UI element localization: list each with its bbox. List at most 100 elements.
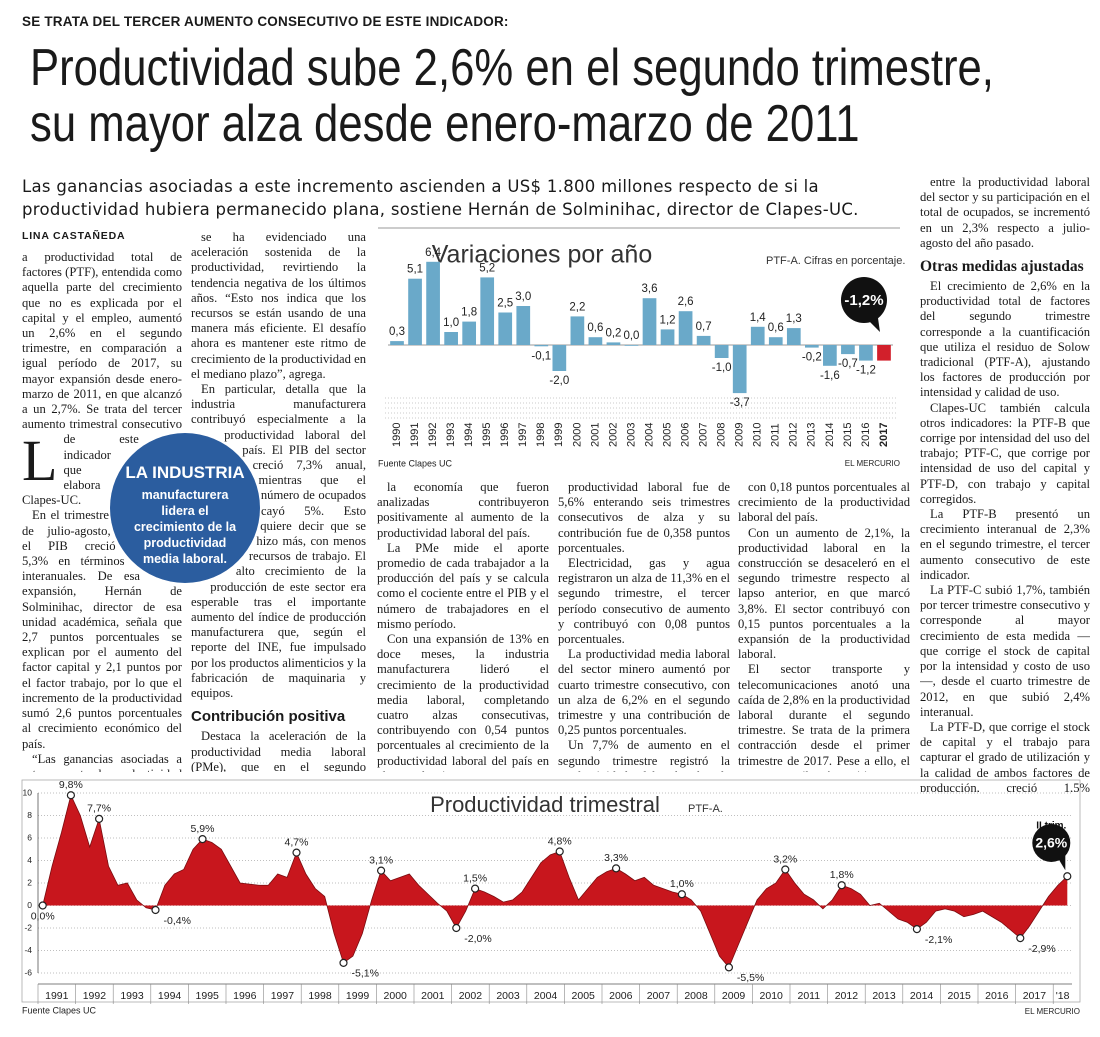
bar xyxy=(877,345,891,361)
x-tick-label: 2015 xyxy=(842,423,854,447)
point-marker xyxy=(38,901,47,910)
x-tick-label: 2001 xyxy=(589,423,601,447)
x-tick-label: 1998 xyxy=(308,990,332,1002)
point-marker xyxy=(452,923,461,933)
x-tick-label: 1993 xyxy=(120,990,144,1002)
x-tick-label: 2001 xyxy=(421,990,445,1002)
value-label: -1,2 xyxy=(856,365,876,377)
paragraph: con 0,18 puntos porcentuales al crecimie… xyxy=(738,480,910,525)
y-tick-label: -6 xyxy=(24,967,32,977)
value-label: -2,0% xyxy=(464,933,491,945)
bar xyxy=(408,278,422,345)
x-tick-label: 1997 xyxy=(271,990,295,1002)
bar xyxy=(552,345,567,371)
x-tick-label: 2011 xyxy=(770,423,782,447)
x-tick-label: 2009 xyxy=(722,990,746,1002)
value-label: 1,8 xyxy=(461,307,477,319)
subheading: Contribución positiva xyxy=(191,708,346,726)
point-marker xyxy=(912,925,922,934)
y-tick-label: 8 xyxy=(27,810,32,820)
x-tick-label: 2013 xyxy=(872,990,896,1002)
x-tick-label: 2009 xyxy=(734,423,746,447)
x-tick-label: 2008 xyxy=(684,990,708,1002)
x-tick-label: 1997 xyxy=(517,423,529,447)
value-label: -3,7 xyxy=(730,397,750,409)
paragraph: la economía que fueron analizadas contri… xyxy=(377,480,549,540)
y-tick-label: -4 xyxy=(24,945,32,955)
value-label: 0,2 xyxy=(605,327,621,339)
bar xyxy=(588,337,603,345)
subheading: Otras medidas ajustadas xyxy=(920,258,1084,276)
x-tick-label: 1999 xyxy=(346,990,370,1002)
x-tick-label: 2013 xyxy=(806,423,818,447)
y-tick-label: 6 xyxy=(27,832,32,842)
x-tick-label: 2016 xyxy=(860,423,872,447)
x-tick-label: 2017 xyxy=(878,423,890,447)
column: La productividad total de factores (PTF)… xyxy=(22,250,182,772)
value-label: 2,2 xyxy=(569,301,585,313)
annotation: II trim. xyxy=(1036,821,1066,832)
paragraph: La productividad media laboral del secto… xyxy=(558,647,730,738)
line xyxy=(42,794,1068,969)
y-tick-label: 4 xyxy=(27,855,32,865)
value-label: 0,0% xyxy=(31,910,55,922)
x-tick-label: 2004 xyxy=(534,990,558,1002)
value-label: 4,7% xyxy=(285,836,309,848)
area xyxy=(42,795,1068,968)
bar xyxy=(426,261,440,345)
bar xyxy=(823,345,837,366)
value-label: -2,0 xyxy=(549,375,569,387)
bar xyxy=(768,337,783,345)
x-tick-label: 1999 xyxy=(553,423,565,447)
x-tick-label: 1994 xyxy=(463,423,475,447)
value-label: -2,9% xyxy=(1028,943,1055,955)
x-tick-label: 2015 xyxy=(948,990,972,1002)
paragraph: El crecimiento de 2,6% en la productivid… xyxy=(920,279,1090,400)
value-label: 2,6% xyxy=(1035,835,1067,851)
value-label: 1,0% xyxy=(670,878,694,890)
bar xyxy=(786,328,801,345)
column: la economía que fueron analizadas contri… xyxy=(377,480,549,772)
bar xyxy=(678,311,693,345)
x-tick-label: 2014 xyxy=(824,423,836,447)
bar xyxy=(859,345,873,361)
value-label: 1,4 xyxy=(750,312,767,324)
paragraph: entre la productividad laboral del secto… xyxy=(920,175,1090,250)
paragraph: Con un aumento de 2,1%, la productividad… xyxy=(738,525,910,662)
value-label: 3,1% xyxy=(369,854,393,866)
value-label: -1,0 xyxy=(712,362,732,374)
credit: EL MERCURIO xyxy=(845,459,900,468)
kicker: SE TRATA DEL TERCER AUMENTO CONSECUTIVO … xyxy=(22,14,509,29)
x-tick-label: 1996 xyxy=(499,423,511,447)
x-tick-label: '18 xyxy=(1056,990,1070,1002)
y-tick-label: 2 xyxy=(27,877,32,887)
point-marker xyxy=(1016,934,1025,943)
y-tick-label: 10 xyxy=(23,787,33,797)
paragraph: Con una expansión de 13% en doce meses, … xyxy=(377,632,549,772)
value-label: 1,3 xyxy=(786,313,802,325)
x-tick-label: 2007 xyxy=(647,990,671,1002)
value-label: 1,2 xyxy=(660,314,676,326)
bar xyxy=(732,345,747,394)
y-tick-label: -2 xyxy=(24,922,32,932)
x-tick-label: 1990 xyxy=(391,423,403,447)
value-label: 5,9% xyxy=(191,823,215,835)
x-tick-label: 2006 xyxy=(609,990,633,1002)
paragraph: se ha evidenciado una aceleración sosten… xyxy=(191,230,366,381)
label-bubble xyxy=(840,277,887,323)
credit: EL MERCURIO xyxy=(1025,1007,1080,1016)
bar xyxy=(606,342,621,345)
x-tick-label: 2005 xyxy=(661,423,673,447)
x-tick-label: 2008 xyxy=(716,423,728,447)
x-tick-label: 2011 xyxy=(798,990,821,1002)
value-label: 9,8% xyxy=(59,779,83,791)
x-tick-label: 2005 xyxy=(572,990,596,1002)
bar xyxy=(804,345,819,348)
source: Fuente Clapes UC xyxy=(22,1005,97,1015)
callout: LA INDUSTRIA manufacturera lidera el cre… xyxy=(110,433,260,583)
value-label: 1,5% xyxy=(463,872,487,884)
value-label: -1,2% xyxy=(844,292,883,309)
label-bubble xyxy=(867,318,880,332)
value-label: -0,7 xyxy=(838,358,858,370)
